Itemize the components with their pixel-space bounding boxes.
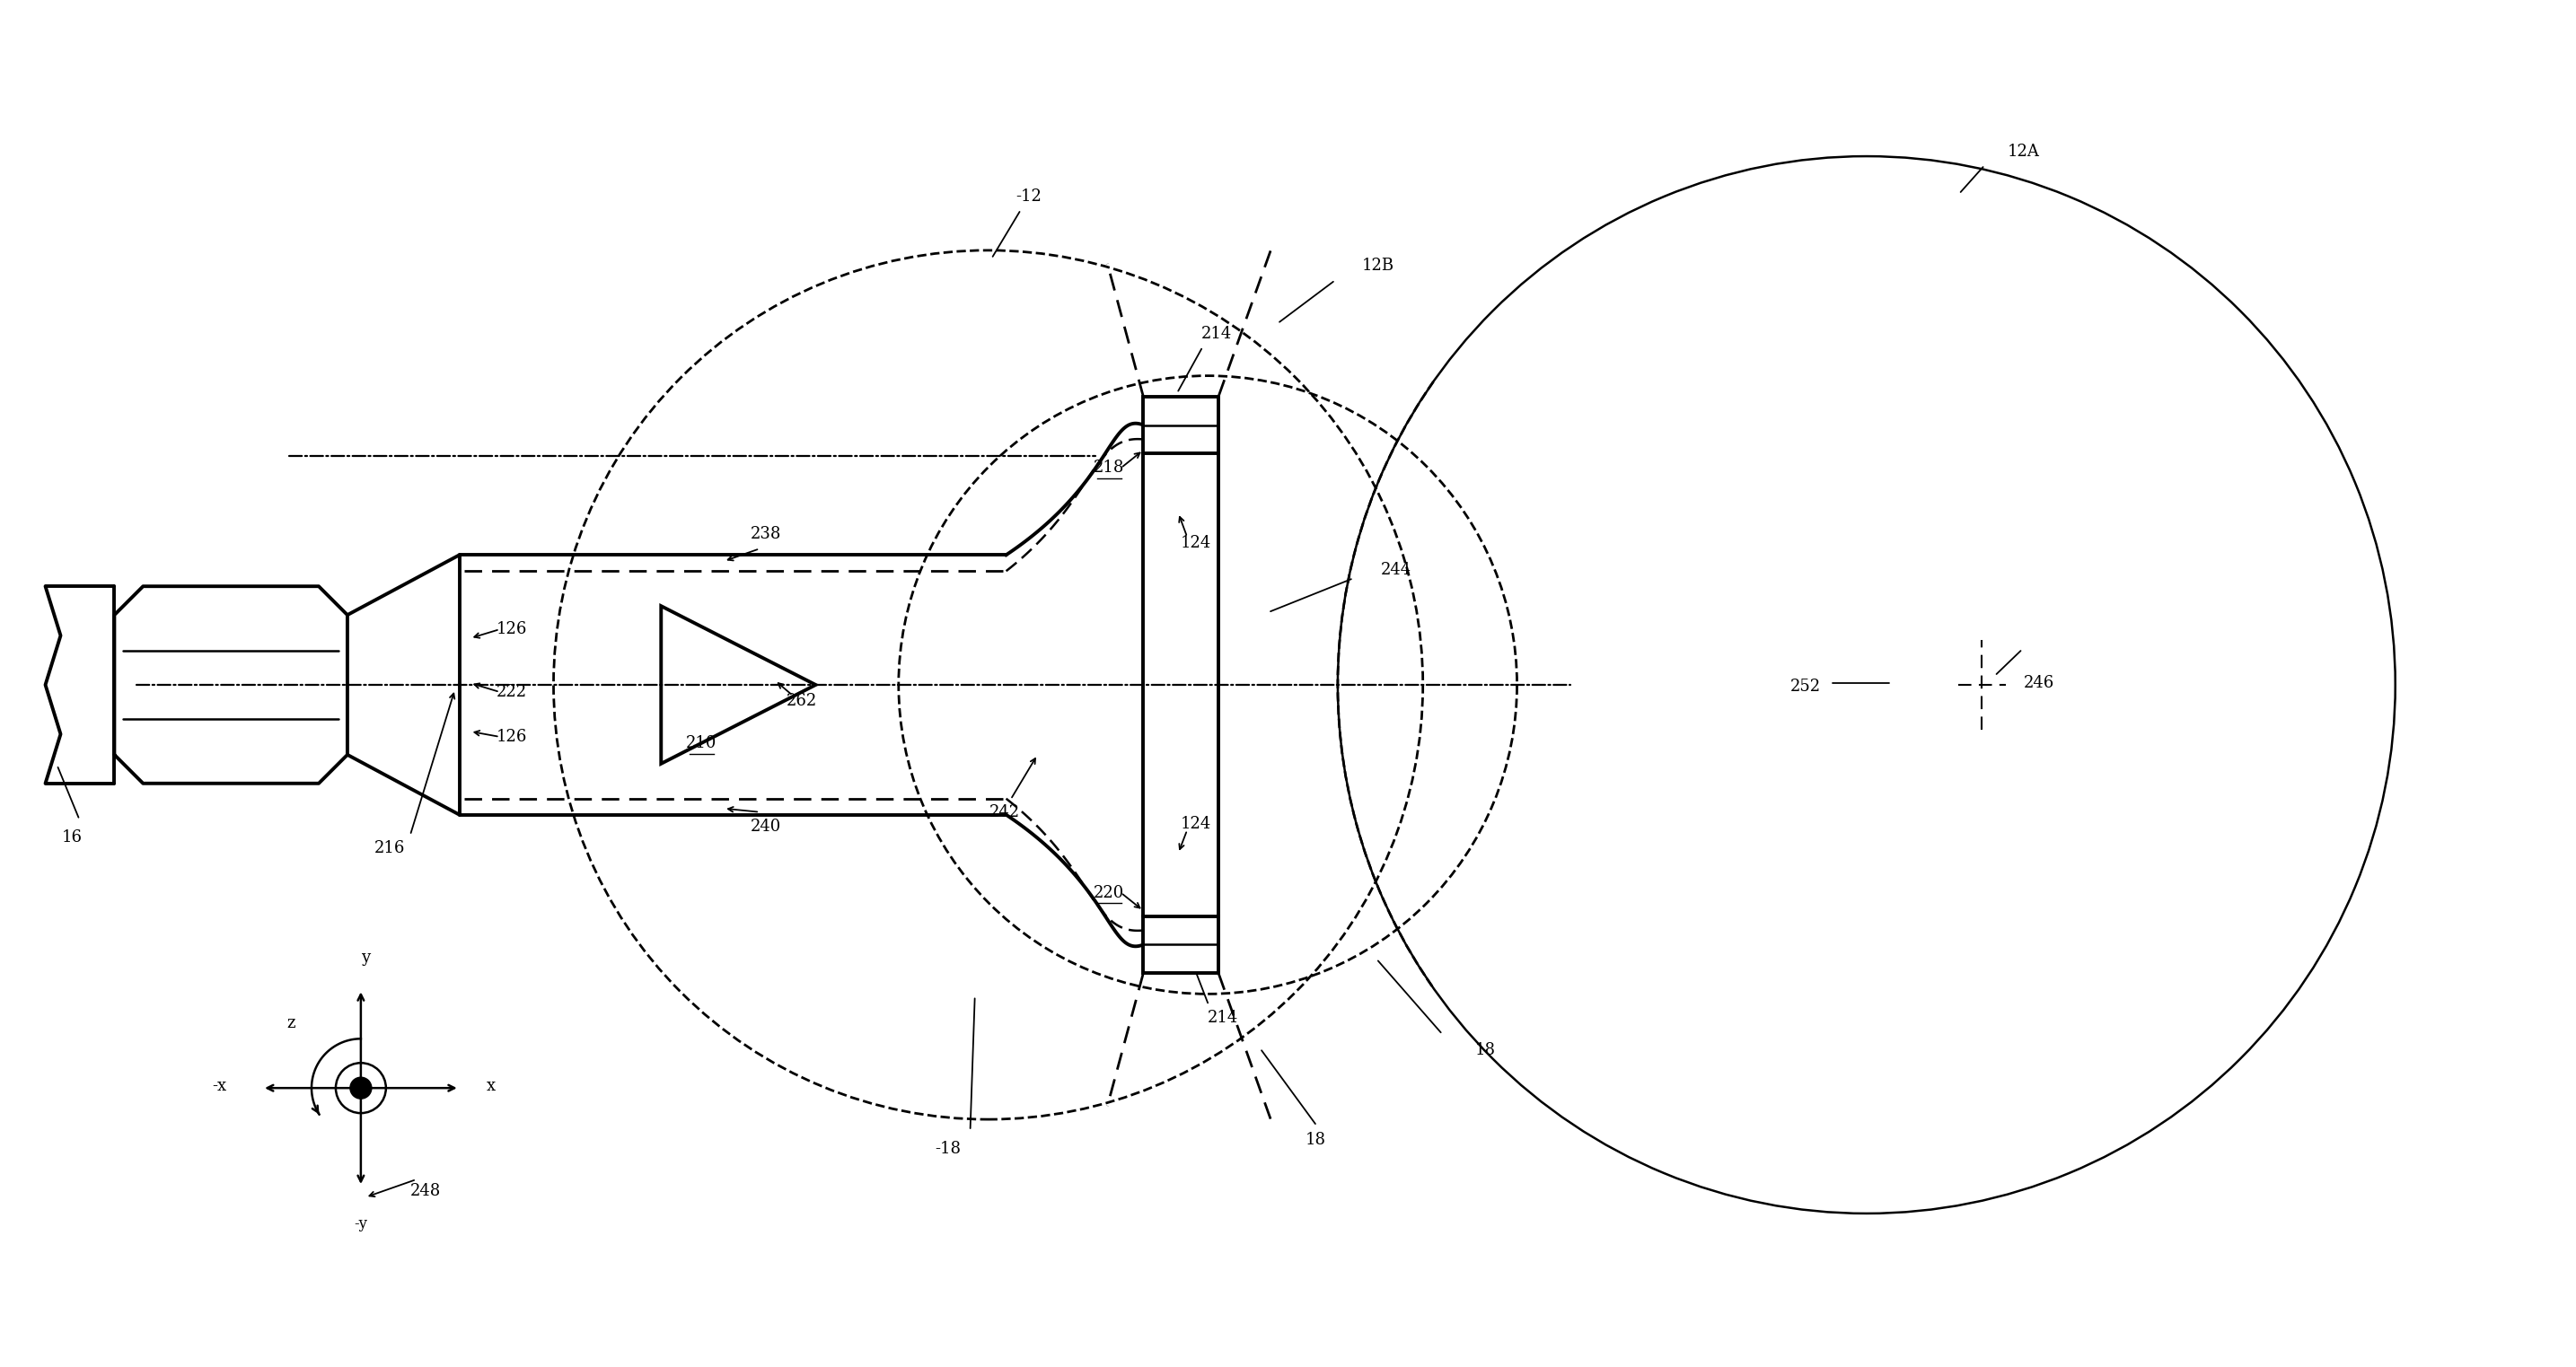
Text: 124: 124 bbox=[1180, 816, 1211, 831]
Text: 240: 240 bbox=[750, 819, 781, 834]
Circle shape bbox=[350, 1077, 371, 1099]
Text: 216: 216 bbox=[374, 839, 404, 856]
Text: 262: 262 bbox=[786, 693, 817, 709]
Text: z: z bbox=[286, 1016, 296, 1032]
Text: 16: 16 bbox=[62, 828, 82, 845]
Text: 12A: 12A bbox=[2007, 144, 2040, 160]
Text: -12: -12 bbox=[1015, 189, 1041, 205]
Text: 12B: 12B bbox=[1363, 257, 1394, 273]
Text: 238: 238 bbox=[750, 526, 781, 543]
Text: 252: 252 bbox=[1790, 678, 1821, 694]
Text: 222: 222 bbox=[497, 684, 526, 700]
Text: 244: 244 bbox=[1381, 562, 1412, 578]
Text: 210: 210 bbox=[685, 735, 716, 750]
Text: 124: 124 bbox=[1180, 536, 1211, 551]
Text: 242: 242 bbox=[989, 804, 1020, 820]
Text: 220: 220 bbox=[1095, 884, 1126, 901]
Bar bbox=[1144, 396, 1218, 454]
Text: 126: 126 bbox=[497, 729, 528, 745]
Text: 18: 18 bbox=[1306, 1132, 1327, 1148]
Text: -x: -x bbox=[211, 1079, 227, 1095]
Text: 218: 218 bbox=[1095, 459, 1126, 476]
Text: -y: -y bbox=[353, 1217, 368, 1232]
Text: 126: 126 bbox=[497, 621, 528, 637]
Text: 214: 214 bbox=[1208, 1010, 1239, 1027]
Text: 248: 248 bbox=[410, 1182, 440, 1199]
Text: 246: 246 bbox=[2022, 675, 2053, 692]
Bar bbox=[1144, 916, 1218, 973]
Text: 18: 18 bbox=[1476, 1042, 1497, 1058]
Text: -18: -18 bbox=[935, 1141, 961, 1156]
Text: x: x bbox=[487, 1079, 495, 1095]
Text: 214: 214 bbox=[1200, 325, 1231, 342]
Text: y: y bbox=[361, 950, 371, 966]
